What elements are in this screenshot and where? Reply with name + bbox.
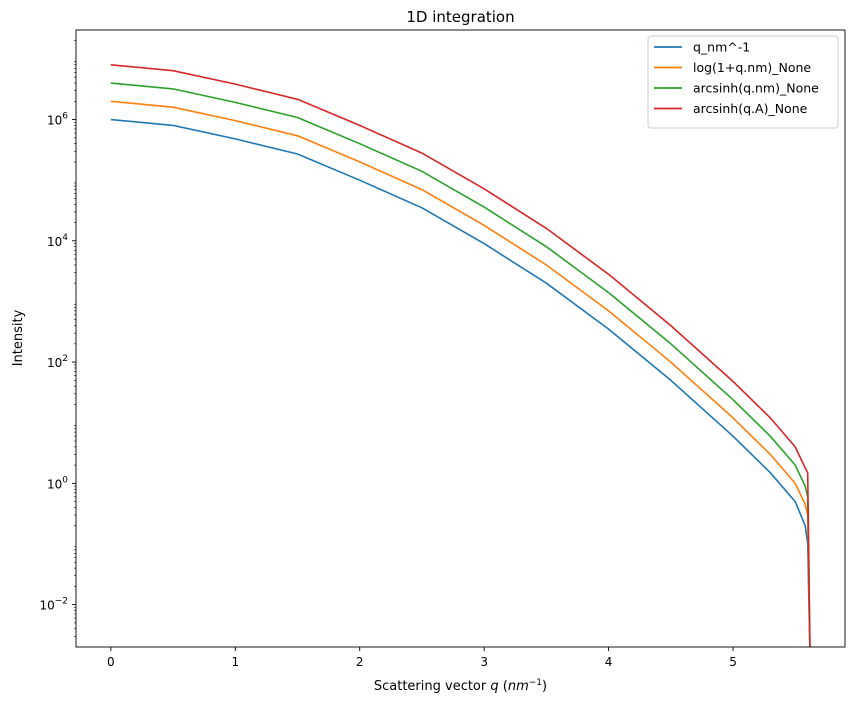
x-tick-label: 4	[605, 655, 613, 669]
plot-area	[75, 29, 846, 648]
y-tick-label: 104	[47, 233, 68, 249]
x-axis: 0 1 2 3 4 5	[107, 647, 737, 669]
x-tick-label: 2	[356, 655, 364, 669]
legend-label: log(1+q.nm)_None	[693, 60, 811, 75]
chart-title: 1D integration	[406, 8, 514, 26]
y-axis: 10−2 100 102 104 106	[39, 40, 76, 637]
y-tick-label: 100	[47, 475, 68, 491]
legend-frame	[647, 35, 839, 129]
legend-label: arcsinh(q.A)_None	[693, 101, 808, 116]
y-tick-label: 102	[47, 354, 68, 370]
y-axis-label: Intensity	[11, 309, 26, 366]
legend-label: arcsinh(q.nm)_None	[693, 81, 819, 96]
x-tick-label: 1	[231, 655, 239, 669]
x-tick-label: 0	[107, 655, 115, 669]
legend: q_nm^-1 log(1+q.nm)_None arcsinh(q.nm)_Non…	[647, 35, 839, 129]
y-tick-label: 10−2	[39, 597, 68, 613]
y-tick-label: 106	[47, 112, 68, 128]
x-axis-label: Scattering vector q (nm−1)	[374, 678, 547, 694]
plot-frame	[75, 29, 846, 648]
series-line-4	[110, 64, 811, 647]
series-line-1	[110, 118, 811, 647]
x-tick-label: 3	[480, 655, 488, 669]
x-tick-label: 5	[729, 655, 737, 669]
series-layer	[110, 64, 811, 647]
series-line-3	[110, 82, 811, 647]
legend-label: q_nm^-1	[693, 40, 750, 55]
series-line-2	[110, 100, 811, 647]
